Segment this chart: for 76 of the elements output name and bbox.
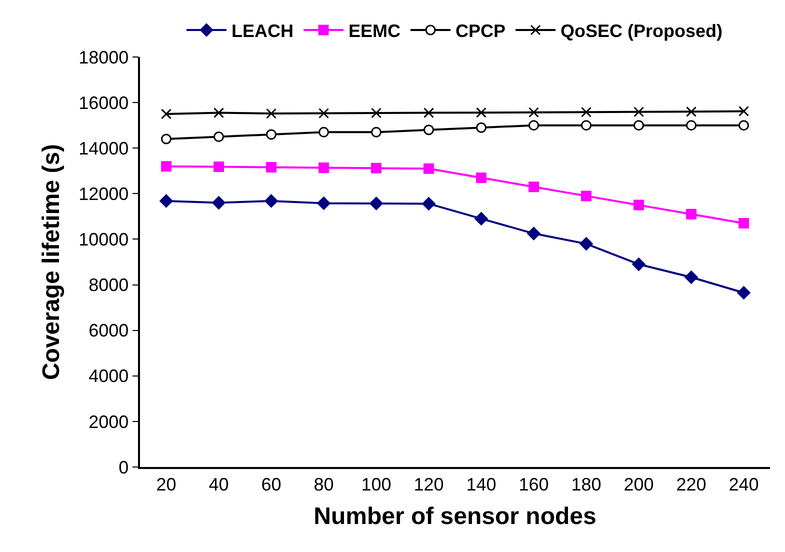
point: [528, 107, 539, 118]
x-tick-label: 220: [676, 474, 706, 494]
point: [684, 270, 698, 284]
point: [476, 122, 486, 133]
y-tick-label: 6000: [88, 320, 129, 341]
x-tick-label: 60: [261, 474, 282, 494]
point: [528, 120, 539, 131]
legend-label: CPCP: [456, 21, 506, 42]
y-tick-label: 18000: [78, 47, 129, 68]
y-tick-label: 14000: [78, 138, 129, 158]
point: [317, 196, 330, 210]
legend-label: LEACH: [232, 21, 294, 42]
point: [212, 196, 226, 210]
point: [161, 161, 172, 172]
point: [214, 108, 224, 118]
point: [528, 182, 539, 192]
point: [161, 108, 172, 120]
point: [580, 237, 593, 250]
y-tick-label: 8000: [88, 275, 129, 296]
point: [476, 107, 486, 118]
y-tick-label: 16000: [78, 92, 129, 113]
point: [266, 108, 276, 119]
x-axis-title: Number of sensor nodes: [314, 503, 596, 530]
point: [527, 226, 540, 240]
y-tick-label: 12000: [78, 184, 129, 204]
point: [738, 218, 749, 229]
point: [161, 134, 172, 144]
point: [686, 106, 696, 117]
point: [371, 162, 382, 174]
point: [371, 126, 382, 138]
point: [214, 131, 224, 142]
x-tick-label: 80: [314, 474, 334, 494]
x-tick-label: 160: [518, 474, 549, 494]
point: [318, 108, 329, 119]
point: [370, 196, 383, 210]
legend-label: QoSEC (Proposed): [560, 21, 723, 42]
point: [160, 194, 173, 208]
point: [318, 126, 329, 138]
x-tick-label: 240: [728, 474, 759, 494]
point: [424, 124, 434, 136]
point: [474, 212, 488, 226]
point: [214, 162, 224, 172]
point: [476, 172, 486, 183]
point: [581, 106, 592, 118]
x-tick-label: 20: [156, 474, 176, 494]
y-tick-label: 10000: [78, 230, 129, 250]
point: [422, 197, 436, 210]
x-tick-label: 100: [361, 474, 392, 494]
point: [738, 120, 749, 131]
point: [424, 108, 434, 118]
point: [264, 194, 278, 208]
x-tick-label: 120: [414, 474, 444, 494]
point: [266, 129, 276, 140]
x-tick-label: 200: [624, 474, 654, 494]
point: [686, 208, 696, 220]
y-tick-label: 4000: [88, 366, 129, 386]
point: [318, 162, 329, 173]
legend-label: EEMC: [348, 21, 401, 42]
point: [371, 108, 382, 118]
point: [266, 162, 276, 172]
x-tick-label: 40: [208, 474, 229, 494]
y-tick-label: 0: [118, 457, 129, 478]
point: [738, 106, 749, 116]
point: [634, 120, 644, 131]
point: [737, 286, 750, 300]
point: [686, 120, 696, 131]
point: [632, 258, 646, 271]
y-tick-label: 2000: [88, 412, 129, 432]
point: [581, 120, 592, 131]
y-axis-title: Coverage lifetime (s): [38, 144, 66, 380]
point: [581, 190, 592, 202]
point: [424, 163, 434, 174]
point: [634, 200, 644, 210]
point: [634, 106, 644, 118]
x-tick-label: 180: [571, 474, 602, 494]
x-tick-label: 140: [466, 474, 496, 494]
